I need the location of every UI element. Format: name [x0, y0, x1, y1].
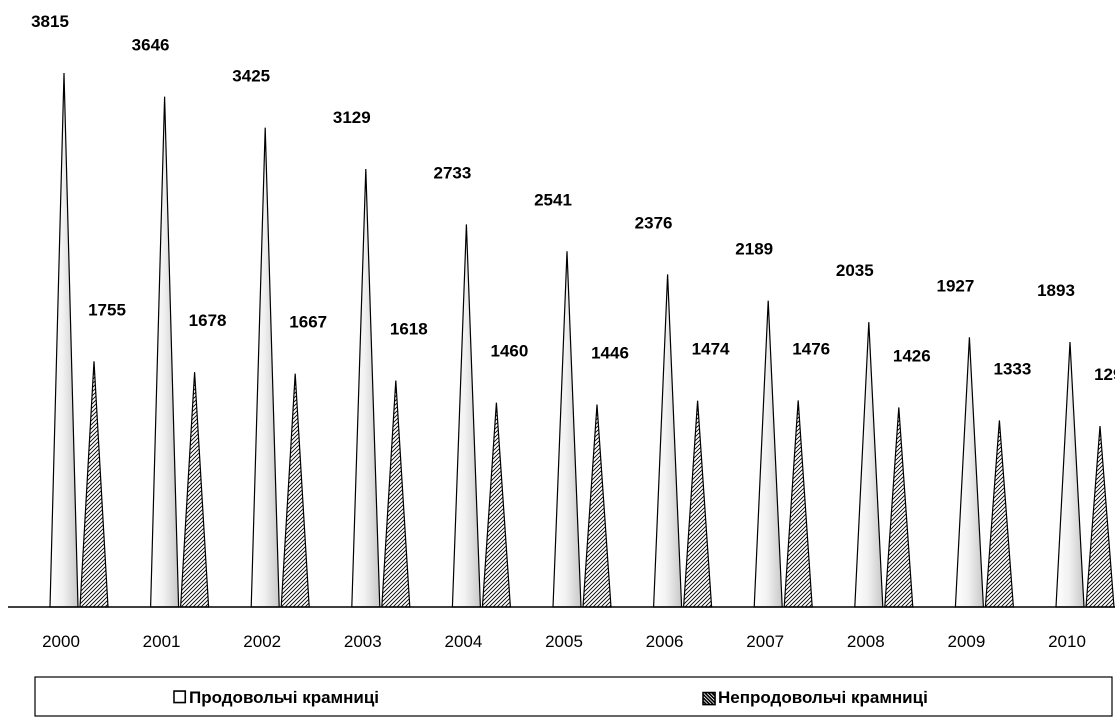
x-tick-2004: 2004: [444, 632, 482, 651]
legend-box: [34, 676, 1113, 717]
bar-food-2005: [552, 251, 582, 608]
x-tick-2000: 2000: [42, 632, 80, 651]
bar-food-2007: [753, 300, 783, 608]
data-label-nonfood-2008: 1426: [893, 346, 931, 365]
bar-nonfood-2008: [884, 407, 914, 608]
bar-food-2009: [954, 337, 985, 608]
data-label-food-2004: 2733: [433, 163, 471, 182]
bar-food-2004: [451, 224, 482, 608]
data-label-nonfood-2001: 1678: [189, 311, 227, 330]
x-tick-2009: 2009: [947, 632, 985, 651]
x-tick-2003: 2003: [344, 632, 382, 651]
x-tick-2002: 2002: [243, 632, 281, 651]
legend-item-food: ☐ Продовольчі крамниці: [172, 688, 379, 707]
bar-nonfood-2002: [280, 373, 310, 608]
data-label-food-2010: 1893: [1037, 281, 1075, 300]
x-tick-labels: 2000 2001 2002 2003 2004 2005 2006 2007 2008 2009…: [42, 632, 1086, 651]
data-label-nonfood-2009: 1333: [993, 359, 1031, 378]
data-label-nonfood-2007: 1476: [792, 339, 830, 358]
bar-food-2008: [854, 322, 884, 608]
data-label-food-2009: 1927: [936, 276, 974, 295]
data-label-nonfood-2006: 1474: [692, 340, 730, 359]
bar-nonfood-2010: [1085, 425, 1115, 608]
legend-nonfood-label: Непродовольчі крамниці: [718, 688, 928, 707]
bar-nonfood-2003: [381, 380, 411, 608]
data-label-food-2005: 2541: [534, 190, 572, 209]
bar-nonfood-2005: [582, 404, 612, 608]
bar-nonfood-2001: [179, 372, 210, 608]
data-label-nonfood-2000: 1755: [88, 300, 126, 319]
x-tick-2005: 2005: [545, 632, 583, 651]
data-label-food-2008: 2035: [836, 261, 874, 280]
x-tick-2010: 2010: [1048, 632, 1086, 651]
data-label-nonfood-2004: 1460: [490, 342, 528, 361]
bar-food-2010: [1055, 341, 1085, 608]
legend-item-nonfood: ▧ Непродовольчі крамниці: [701, 688, 928, 707]
legend-nonfood-marker: ▧: [701, 688, 717, 707]
bar-food-2001: [149, 96, 180, 608]
x-tick-2006: 2006: [646, 632, 684, 651]
x-tick-2008: 2008: [847, 632, 885, 651]
data-label-nonfood-2002: 1667: [289, 313, 327, 332]
data-label-nonfood-2003: 1618: [390, 320, 428, 339]
data-label-food-2000: 3815: [31, 12, 69, 31]
legend-food-marker: ☐: [172, 688, 187, 707]
data-label-food-2006: 2376: [635, 213, 673, 232]
bar-nonfood-2000: [79, 361, 109, 608]
bar-food-2003: [351, 169, 381, 608]
data-label-food-2003: 3129: [333, 108, 371, 127]
data-label-nonfood-2005: 1446: [591, 344, 629, 363]
x-tick-2007: 2007: [746, 632, 784, 651]
legend: ☐ Продовольчі крамниці ▧ Непродовольчі к…: [34, 676, 1113, 717]
legend-food-label: Продовольчі крамниці: [189, 688, 379, 707]
data-label-food-2002: 3425: [232, 67, 270, 86]
data-label-food-2007: 2189: [735, 240, 773, 259]
value-labels: 3815 1755 3646 1678 3425 1667 3129 1618 2733 1460…: [31, 12, 1115, 384]
bar-nonfood-2007: [783, 400, 813, 608]
bar-nonfood-2004: [481, 402, 512, 608]
bar-food-2002: [250, 127, 280, 608]
bar-nonfood-2006: [682, 400, 713, 608]
bar-nonfood-2009: [984, 420, 1015, 608]
data-label-nonfood-2010: 1293: [1094, 365, 1115, 384]
data-label-food-2001: 3646: [132, 36, 170, 55]
bars-layer: [49, 72, 1115, 608]
bar-food-2000: [49, 72, 79, 608]
x-tick-2001: 2001: [143, 632, 181, 651]
bar-food-2006: [652, 274, 683, 608]
